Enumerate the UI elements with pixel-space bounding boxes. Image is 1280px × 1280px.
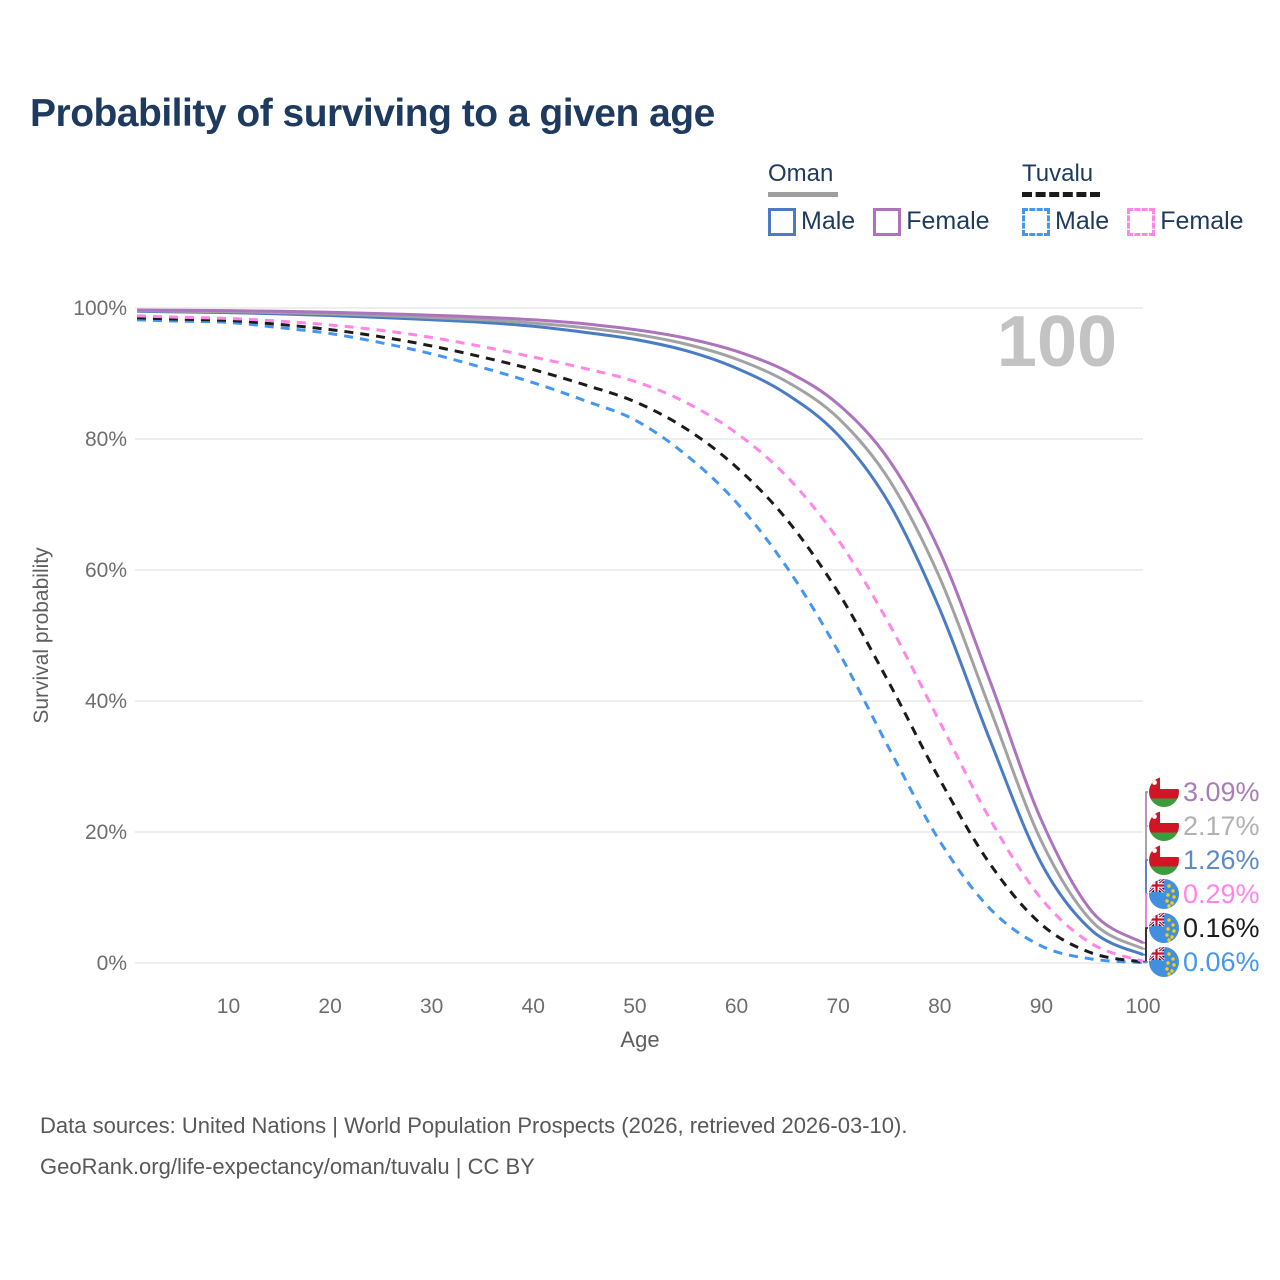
end-value-label-tuvalu-male: 0.06% — [1183, 947, 1260, 977]
legend-group-tuvalu-title: Tuvalu — [1022, 160, 1094, 187]
series-line-tuvalu-total[interactable] — [136, 316, 1144, 964]
legend-label-oman-male: Male — [801, 207, 856, 235]
age-watermark: 100 — [997, 302, 1117, 382]
footer-attribution: GeoRank.org/life-expectancy/oman/tuvalu … — [40, 1153, 535, 1179]
legend-group-tuvalu: Tuvalu Male Female — [1022, 160, 1244, 236]
end-label-connector — [1143, 961, 1148, 964]
footer: Data sources: United Nations | World Pop… — [40, 1106, 907, 1187]
legend-item-tuvalu-male[interactable]: Male — [1022, 207, 1109, 236]
y-tick-label: 20% — [85, 821, 127, 844]
legend-label-oman-female: Female — [906, 207, 990, 235]
tuvalu-dashed-line-swatch — [1022, 192, 1100, 197]
oman-female-swatch-icon — [873, 207, 902, 236]
x-tick-label: 70 — [826, 995, 849, 1018]
end-value-label-oman-female: 3.09% — [1183, 777, 1260, 807]
legend-label-tuvalu-male: Male — [1055, 207, 1110, 235]
y-axis-title: Survival probability — [30, 547, 53, 724]
legend-item-oman-female[interactable]: Female — [873, 207, 990, 236]
tuvalu-female-swatch-icon — [1127, 207, 1156, 236]
oman-solid-line-swatch — [768, 192, 838, 197]
legend-item-oman-male[interactable]: Male — [768, 207, 855, 236]
oman-flag-icon — [1149, 811, 1179, 841]
end-value-label-oman-total: 2.17% — [1183, 811, 1260, 841]
oman-male-swatch-icon — [768, 207, 796, 236]
series-line-tuvalu-male[interactable] — [136, 318, 1144, 965]
series-line-oman-total[interactable] — [136, 309, 1144, 951]
y-tick-label: 80% — [85, 428, 127, 451]
x-tick-label: 80 — [928, 995, 951, 1018]
y-tick-label: 40% — [85, 690, 127, 713]
x-axis-title: Age — [620, 1027, 659, 1052]
legend-item-tuvalu-female[interactable]: Female — [1127, 207, 1244, 236]
end-value-label-oman-male: 1.26% — [1183, 845, 1260, 875]
x-tick-label: 50 — [623, 995, 646, 1018]
x-tick-label: 40 — [522, 995, 545, 1018]
x-tick-label: 30 — [420, 995, 443, 1018]
x-tick-label: 100 — [1125, 995, 1160, 1018]
oman-flag-icon — [1149, 845, 1179, 875]
legend-items-oman: Male Female — [768, 207, 990, 236]
y-tick-label: 100% — [73, 297, 127, 320]
end-value-label-tuvalu-female: 0.29% — [1183, 879, 1260, 909]
legend-group-oman: Oman Male Female — [768, 160, 990, 236]
oman-flag-icon — [1149, 777, 1179, 807]
legend-group-oman-title: Oman — [768, 160, 834, 187]
x-tick-label: 10 — [217, 995, 240, 1018]
footer-data-sources: Data sources: United Nations | World Pop… — [40, 1113, 908, 1138]
tuvalu-flag-icon — [1149, 947, 1179, 977]
end-value-label-tuvalu-total: 0.16% — [1183, 913, 1260, 943]
y-tick-label: 60% — [85, 559, 127, 582]
series-line-tuvalu-female[interactable] — [136, 314, 1144, 963]
x-tick-label: 90 — [1030, 995, 1053, 1018]
y-tick-label: 0% — [97, 952, 127, 975]
x-tick-label: 60 — [725, 995, 748, 1018]
tuvalu-flag-icon — [1149, 879, 1179, 909]
legend-items-tuvalu: Male Female — [1022, 207, 1244, 236]
legend-label-tuvalu-female: Female — [1160, 207, 1244, 235]
end-label-connector — [1143, 927, 1148, 963]
x-tick-label: 20 — [318, 995, 341, 1018]
series-line-oman-female[interactable] — [136, 308, 1144, 945]
series-line-oman-male[interactable] — [136, 309, 1144, 957]
page-title: Probability of surviving to a given age — [30, 92, 715, 135]
tuvalu-male-swatch-icon — [1022, 207, 1050, 236]
tuvalu-flag-icon — [1149, 913, 1179, 943]
